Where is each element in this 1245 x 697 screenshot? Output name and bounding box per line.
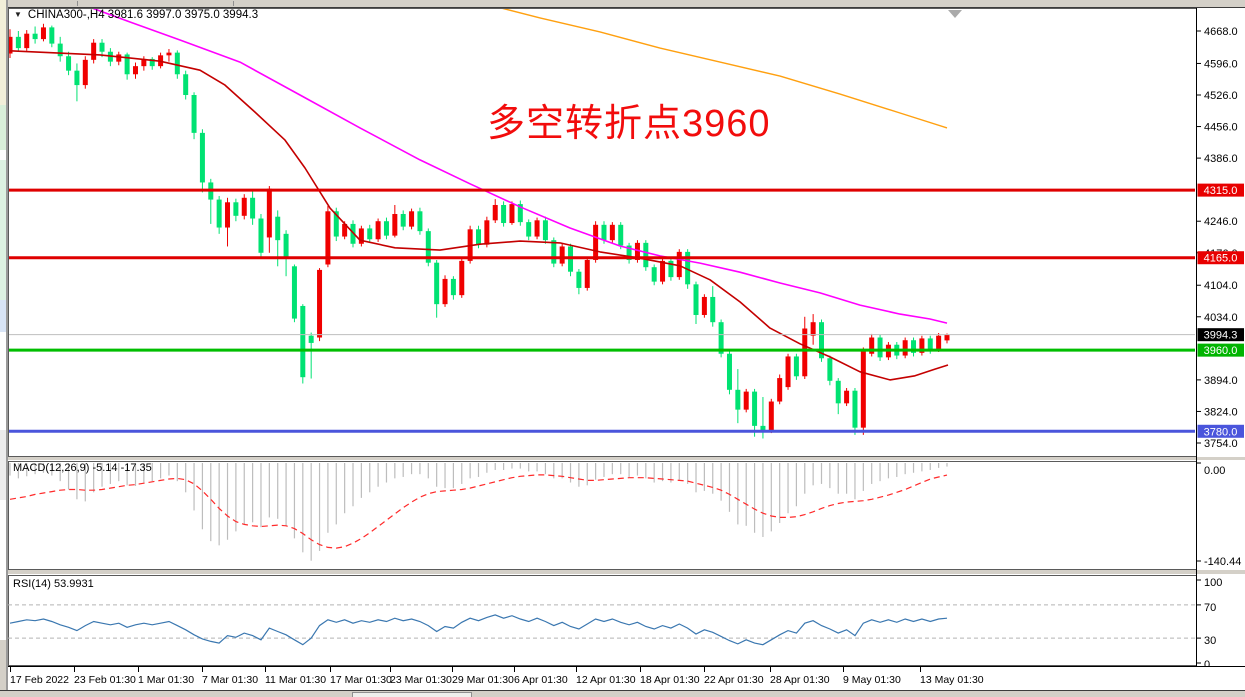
time-tick-label: 17 Feb 2022 <box>10 674 69 686</box>
rsi-tick-label: 70 <box>1204 602 1216 614</box>
price-tick-label: 4526.0 <box>1204 90 1238 102</box>
window-top-chrome <box>8 0 1245 8</box>
time-tick-label: 22 Apr 01:30 <box>704 674 764 686</box>
macd-tick-label: 0.00 <box>1204 465 1225 477</box>
price-level-tag: 3780.0 <box>1197 424 1244 438</box>
time-tick-label: 9 May 01:30 <box>843 674 901 686</box>
price-level-tag: 3994.3 <box>1197 328 1244 342</box>
background-window-edge <box>0 0 8 697</box>
time-tick-label: 6 Apr 01:30 <box>514 674 568 686</box>
time-tick-label: 12 Apr 01:30 <box>576 674 636 686</box>
price-level-tag: 3960.0 <box>1197 343 1244 357</box>
price-level-tag-text: 3994.3 <box>1204 330 1238 342</box>
background-window-segment <box>0 160 6 300</box>
time-axis[interactable]: 17 Feb 2022 23 Feb 01:30 1 Mar 01:30 7 Mar … <box>8 666 1245 691</box>
price-tick-label: 4034.0 <box>1204 312 1238 324</box>
background-window-segment <box>0 0 6 105</box>
ma-fast-red <box>9 50 949 381</box>
toolbar-separator <box>77 1 78 6</box>
macd-indicator-label: MACD(12,26,9) -5.14 -17.35 <box>13 462 152 474</box>
rsi-tick-label: 0 <box>1204 659 1210 671</box>
price-tick-label: 4596.0 <box>1204 58 1238 70</box>
annotation-text: 多空转折点3960 <box>487 103 771 145</box>
price-level-tag-text: 4315.0 <box>1204 185 1238 197</box>
price-tick-label: 4456.0 <box>1204 122 1238 134</box>
background-window-segment <box>0 640 6 697</box>
time-tick-label: 18 Apr 01:30 <box>640 674 700 686</box>
ma-long-orange <box>502 9 948 129</box>
horizontal-levels[interactable] <box>8 188 1196 433</box>
chart-shift-marker-icon[interactable] <box>948 10 962 18</box>
time-tick-label: 11 Mar 01:30 <box>265 674 326 686</box>
ma-slow-magenta <box>92 9 948 324</box>
price-tick-label: 4246.0 <box>1204 216 1238 228</box>
background-window-segment <box>0 105 6 150</box>
rsi-tick-label: 100 <box>1204 577 1222 589</box>
time-tick-label: 28 Apr 01:30 <box>770 674 830 686</box>
price-level-tag-text: 3960.0 <box>1204 345 1238 357</box>
window-bottom-chrome <box>0 690 1245 697</box>
price-level-tag-text: 3780.0 <box>1204 426 1238 438</box>
time-tick-label: 17 Mar 01:30 <box>330 674 392 686</box>
time-tick-label: 1 Mar 01:30 <box>138 674 194 686</box>
price-tick-label: 3894.0 <box>1204 375 1238 387</box>
price-level-tag-text: 4165.0 <box>1204 253 1238 265</box>
price-level-tag: 4315.0 <box>1197 183 1244 197</box>
time-tick-label: 23 Feb 01:30 <box>74 674 136 686</box>
window-left-border <box>6 0 8 697</box>
price-level-tag: 4165.0 <box>1197 251 1244 265</box>
background-window-segment <box>0 300 6 332</box>
time-tick-label: 23 Mar 01:30 <box>390 674 452 686</box>
time-tick-label: 13 May 01:30 <box>920 674 984 686</box>
chart-title-text: CHINA300-,H4 3981.6 3997.0 3975.0 3994.3 <box>27 9 259 21</box>
price-tick-label: 3754.0 <box>1204 438 1238 450</box>
rsi-panel[interactable]: 100 70 30 0 <box>8 577 1222 671</box>
macd-tick-label: -140.44 <box>1204 556 1241 568</box>
background-window-segment <box>0 430 6 500</box>
chart-title: ▼ CHINA300-,H4 3981.6 3997.0 3975.0 3994… <box>14 9 258 21</box>
macd-panel[interactable]: 0.00 -140.44 <box>9 462 1241 568</box>
rsi-tick-label: 30 <box>1204 635 1216 647</box>
symbol-dropdown-icon[interactable]: ▼ <box>14 10 22 19</box>
price-tick-label: 3824.0 <box>1204 406 1238 418</box>
price-tick-label: 4668.0 <box>1204 26 1238 38</box>
toolbar-separator <box>233 1 234 6</box>
price-tick-label: 4386.0 <box>1204 153 1238 165</box>
time-tick-label: 29 Mar 01:30 <box>452 674 514 686</box>
time-tick-label: 7 Mar 01:30 <box>202 674 258 686</box>
price-tick-label: 4104.0 <box>1204 280 1238 292</box>
rsi-indicator-label: RSI(14) 53.9931 <box>13 578 94 590</box>
panel-dividers[interactable] <box>8 457 1245 574</box>
price-axis[interactable]: 4668.04596.04526.04456.04386.04246.04176… <box>1196 8 1238 666</box>
status-bar-inset <box>352 692 472 697</box>
